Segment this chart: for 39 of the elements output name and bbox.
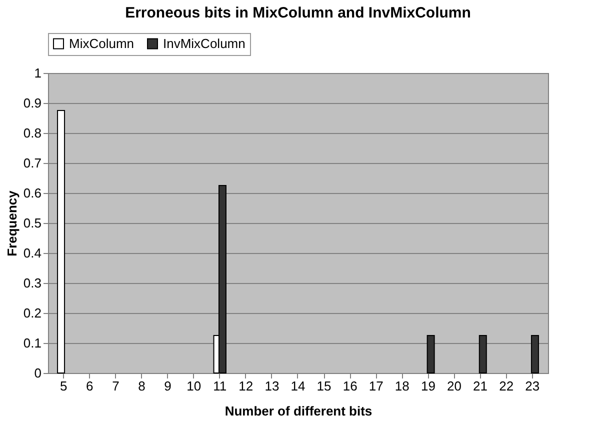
x-tick-label: 9 xyxy=(164,378,172,394)
y-tick-label: 0.4 xyxy=(23,246,42,260)
x-tick-label: 12 xyxy=(238,378,254,394)
x-tick-label: 6 xyxy=(86,378,94,394)
x-axis-title: Number of different bits xyxy=(224,404,372,418)
y-tick-label: 0.8 xyxy=(23,126,42,140)
x-tick-label: 20 xyxy=(447,378,462,394)
legend-label: InvMixColumn xyxy=(163,36,246,51)
y-tick-label: 1 xyxy=(34,66,42,80)
x-tick-label: 10 xyxy=(186,378,202,394)
x-tick-label: 16 xyxy=(342,378,358,394)
y-axis-title: Frequency xyxy=(4,190,20,256)
y-tick-label: 0.1 xyxy=(23,336,42,350)
x-tick-label: 22 xyxy=(499,378,514,394)
x-tick-label: 18 xyxy=(394,378,410,394)
bar xyxy=(478,335,487,374)
x-tick-label: 21 xyxy=(473,378,488,394)
bar xyxy=(530,335,539,374)
x-tick-label: 17 xyxy=(368,378,384,394)
x-tick-label: 23 xyxy=(525,378,540,394)
x-tick-label: 19 xyxy=(420,378,436,394)
y-tick-label: 0.9 xyxy=(23,96,42,110)
bar xyxy=(426,335,435,374)
legend-label: MixColumn xyxy=(69,36,134,51)
y-tick-label: 0.6 xyxy=(23,186,42,200)
bar xyxy=(57,110,66,374)
x-tick-label: 7 xyxy=(112,378,120,394)
y-tick-label: 0.3 xyxy=(23,276,42,290)
x-tick-label: 15 xyxy=(316,378,332,394)
chart-title: Erroneous bits in MixColumn and InvMixColumn xyxy=(125,4,471,22)
y-tick-label: 0.2 xyxy=(23,306,42,320)
y-tick-label: 0 xyxy=(34,366,42,380)
x-tick-label: 8 xyxy=(138,378,146,394)
y-tick-label: 0.7 xyxy=(23,156,42,170)
x-tick-label: 5 xyxy=(60,378,68,394)
x-tick-label: 11 xyxy=(213,378,227,394)
y-tick-label: 0.5 xyxy=(23,216,42,230)
x-tick-label: 14 xyxy=(290,378,306,394)
x-tick-label: 13 xyxy=(264,378,280,394)
